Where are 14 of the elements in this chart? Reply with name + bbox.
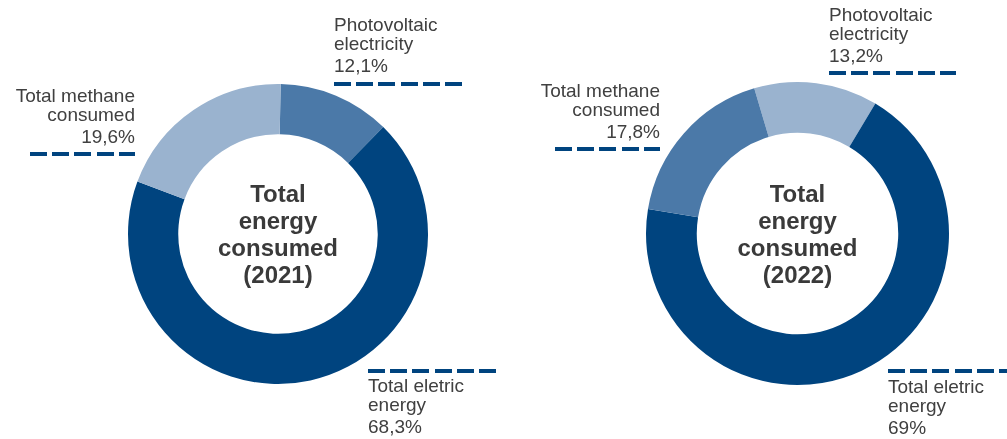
data-label: 69%	[888, 417, 927, 438]
data-label: 19,6%	[81, 126, 136, 147]
text: Total energy consumed (2022)	[737, 179, 858, 288]
data-label: 68,3%	[368, 416, 422, 437]
slice-label: Photovoltaic electricity	[829, 4, 933, 44]
slice-label: Total eletric energy	[888, 376, 985, 416]
slice-label: Total methane consumed	[15, 85, 135, 125]
data-label: 17,8%	[606, 121, 661, 142]
slice-label: Total eletric energy	[368, 375, 465, 415]
slice-label: Total methane consumed	[540, 80, 660, 120]
data-label: 12,1%	[334, 55, 388, 76]
text: Total energy consumed (2021)	[217, 180, 339, 289]
slice-label: Photovoltaic electricity	[334, 14, 438, 54]
data-label: 13,2%	[829, 45, 883, 66]
